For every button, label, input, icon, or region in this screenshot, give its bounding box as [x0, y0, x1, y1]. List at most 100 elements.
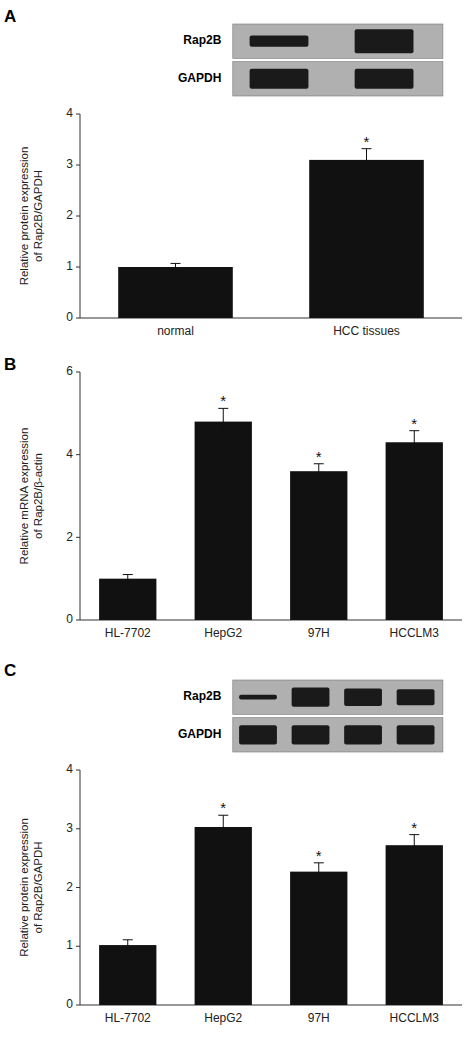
blot-band: [239, 695, 277, 700]
error-bar-line: [175, 263, 176, 270]
bar: [118, 267, 233, 318]
error-bar-line: [362, 171, 372, 172]
panel-letter: B: [4, 355, 16, 374]
significance-star: *: [220, 392, 226, 409]
y-tick-label: 3: [66, 157, 73, 171]
error-bar-line: [318, 464, 319, 479]
x-tick-label: 97H: [308, 1011, 330, 1025]
marks: [99, 408, 443, 620]
x-tick-label: HCCLM3: [390, 1011, 440, 1025]
error-bar: [171, 263, 181, 270]
blot-band: [292, 725, 330, 744]
bar: [290, 471, 347, 620]
y-tick: [76, 267, 80, 268]
error-bar: [218, 408, 228, 434]
y-tick: [76, 946, 80, 947]
significance-star: *: [411, 415, 417, 432]
y-tick: [76, 114, 80, 115]
y-axis-label-line: Relative mRNA expression: [18, 428, 30, 565]
y-tick: [76, 1005, 80, 1006]
y-tick-label: 0: [66, 310, 73, 324]
blot-band: [344, 688, 382, 706]
y-tick: [76, 454, 80, 455]
error-bar-line: [171, 270, 181, 271]
panel: B0246Relative mRNA expressionof Rap2B/β-…: [4, 355, 462, 640]
error-bar-line: [218, 838, 228, 839]
bar: [309, 160, 424, 318]
y-tick: [76, 620, 80, 621]
y-axis-label: Relative mRNA expressionof Rap2B/β-actin: [18, 428, 44, 565]
y-axis-label-line: Relative protein expression: [18, 147, 30, 286]
significance-star: *: [364, 133, 370, 150]
y-tick: [76, 887, 80, 888]
blot-label: GAPDH: [178, 71, 221, 85]
blot-background: [233, 680, 443, 714]
y-tick: [76, 318, 80, 319]
error-bar-line: [127, 940, 128, 951]
y-tick-label: 2: [66, 530, 73, 544]
error-bar-line: [414, 431, 415, 454]
marks: [99, 815, 443, 1005]
error-bar: [218, 815, 228, 839]
error-bar: [314, 863, 324, 881]
blot-band: [397, 689, 435, 705]
bar: [386, 442, 443, 620]
error-bar-line: [123, 950, 133, 951]
error-bar-line: [123, 574, 133, 575]
blot-band: [344, 725, 382, 744]
y-tick-label: 2: [66, 880, 73, 894]
bar: [386, 845, 443, 1005]
blot-label: GAPDH: [178, 727, 221, 741]
error-bar-line: [414, 835, 415, 856]
blot-band: [239, 725, 277, 744]
y-tick-label: 6: [66, 364, 73, 378]
error-bar-line: [123, 939, 133, 940]
blot-label: Rap2B: [183, 689, 221, 703]
blot-background: [233, 62, 443, 96]
blot-label: Rap2B: [183, 33, 221, 47]
error-bar-line: [366, 149, 367, 171]
blot: Rap2B GAPDH: [178, 24, 443, 96]
error-bar: [123, 940, 133, 951]
x-tick-label: HCC tissues: [333, 324, 400, 338]
blot-background: [233, 24, 443, 58]
bar: [195, 827, 252, 1005]
x-tick-label: HepG2: [204, 1011, 242, 1025]
y-tick-label: 2: [66, 208, 73, 222]
panel-letter: C: [4, 661, 16, 680]
error-bar-line: [127, 575, 128, 583]
bar: [99, 579, 156, 620]
error-bar-line: [409, 855, 419, 856]
error-bar-line: [171, 263, 181, 264]
blot-band: [250, 36, 309, 47]
significance-star: *: [411, 819, 417, 836]
blot-band: [397, 725, 435, 744]
y-tick-label: 4: [66, 106, 73, 120]
y-tick: [76, 770, 80, 771]
marks: [118, 149, 424, 318]
error-bar: [123, 575, 133, 583]
error-bar-line: [318, 863, 319, 881]
bar: [195, 422, 252, 620]
significance-star: *: [316, 847, 322, 864]
panel: A Rap2B GAPDH 0 1 2 3 4 Relative protein express…: [4, 7, 462, 338]
x-tick-label: HL-7702: [105, 1011, 151, 1025]
y-tick-label: 3: [66, 821, 73, 835]
error-bar-line: [218, 434, 228, 435]
y-tick-label: 0: [66, 612, 73, 626]
y-tick: [76, 537, 80, 538]
y-axis-label: Relative protein expressionof Rap2B/GAPD…: [18, 818, 44, 957]
error-bar-line: [223, 408, 224, 434]
y-tick-label: 1: [66, 938, 73, 952]
y-axis-label-line: of Rap2B/β-actin: [32, 453, 44, 539]
y-tick-label: 4: [66, 762, 73, 776]
x-tick-label: normal: [157, 324, 194, 338]
blot-band: [355, 69, 414, 89]
significance-star: *: [220, 799, 226, 816]
panel-letter: A: [4, 7, 16, 26]
error-bar-line: [314, 880, 324, 881]
y-axis-label: Relative protein expressionof Rap2B/GAPD…: [18, 147, 44, 286]
y-tick: [76, 372, 80, 373]
figure: A Rap2B GAPDH 0 1 2 3 4 Relative protein express…: [0, 0, 474, 1045]
y-tick-label: 1: [66, 259, 73, 273]
